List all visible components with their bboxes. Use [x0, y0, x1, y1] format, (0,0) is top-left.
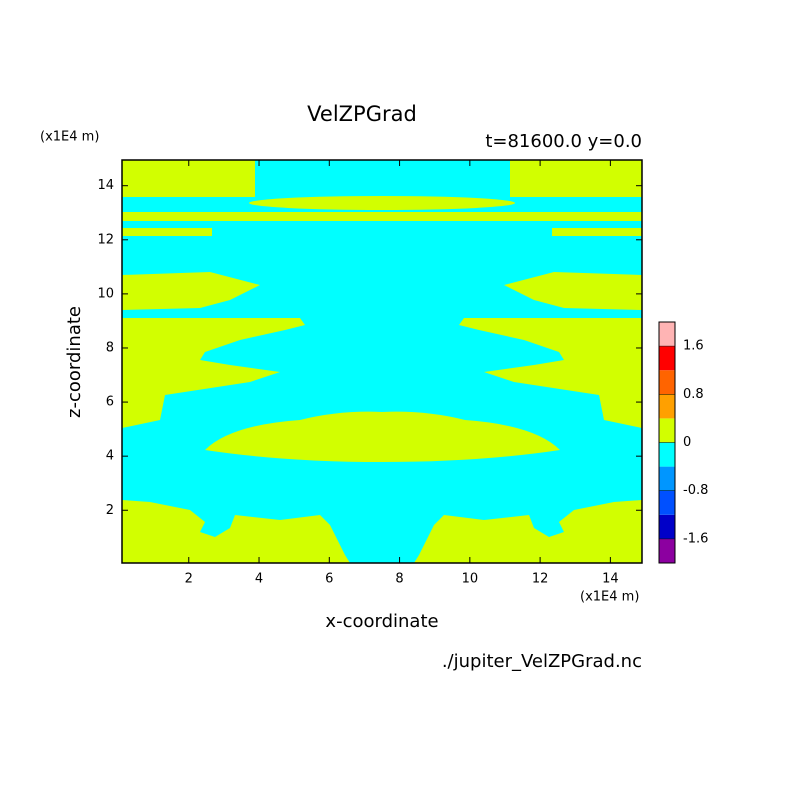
colorbar-box: [659, 490, 675, 515]
x-tick-label: 6: [325, 572, 333, 587]
colorbar-tick-label: 0.8: [683, 387, 704, 402]
colorbar-tick-label: -0.8: [683, 483, 708, 498]
x-tick-label: 12: [532, 572, 549, 587]
source-file: ./jupiter_VelZPGrad.nc: [442, 651, 642, 672]
colorbar-tick-label: 1.6: [683, 339, 704, 354]
x-tick-label: 4: [255, 572, 263, 587]
x-tick-label: 14: [602, 572, 619, 587]
contour-region: [249, 196, 515, 210]
colorbar-box: [659, 466, 675, 491]
contour-region: [552, 228, 642, 236]
y-tick-label: 12: [97, 232, 114, 247]
contour-region: [255, 160, 510, 200]
y-tick-label: 6: [106, 395, 114, 410]
colorbar-tick-label: -1.6: [683, 531, 708, 546]
chart-title: VelZPGrad: [307, 102, 417, 126]
colorbar-box: [659, 442, 675, 467]
contour-region: [122, 212, 642, 221]
y-axis-label: z-coordinate: [64, 306, 85, 418]
x-axis-label: x-coordinate: [325, 611, 438, 632]
colorbar-box: [659, 514, 675, 539]
y-unit: (x1E4 m): [40, 130, 99, 145]
y-tick-label: 10: [97, 286, 114, 301]
y-tick-label: 8: [106, 340, 114, 355]
y-tick-label: 14: [97, 178, 114, 193]
colorbar-box: [659, 538, 675, 563]
contour-region: [122, 197, 642, 563]
x-tick-label: 10: [462, 572, 479, 587]
contour-region: [205, 411, 560, 462]
x-tick-label: 8: [395, 572, 403, 587]
colorbar-box: [659, 418, 675, 443]
colorbar-tick-label: 0: [683, 435, 691, 450]
colorbar-box: [659, 394, 675, 419]
colorbar-box: [659, 370, 675, 395]
colorbar-box: [659, 322, 675, 347]
y-tick-label: 2: [106, 503, 114, 518]
x-unit: (x1E4 m): [580, 590, 639, 605]
contour-region: [122, 228, 212, 236]
colorbar-box: [659, 346, 675, 371]
chart-subtitle: t=81600.0 y=0.0: [485, 131, 642, 152]
contour-field: [122, 160, 642, 563]
x-tick-label: 2: [185, 572, 193, 587]
y-tick-label: 4: [106, 449, 114, 464]
plot-frame: [121, 159, 643, 564]
